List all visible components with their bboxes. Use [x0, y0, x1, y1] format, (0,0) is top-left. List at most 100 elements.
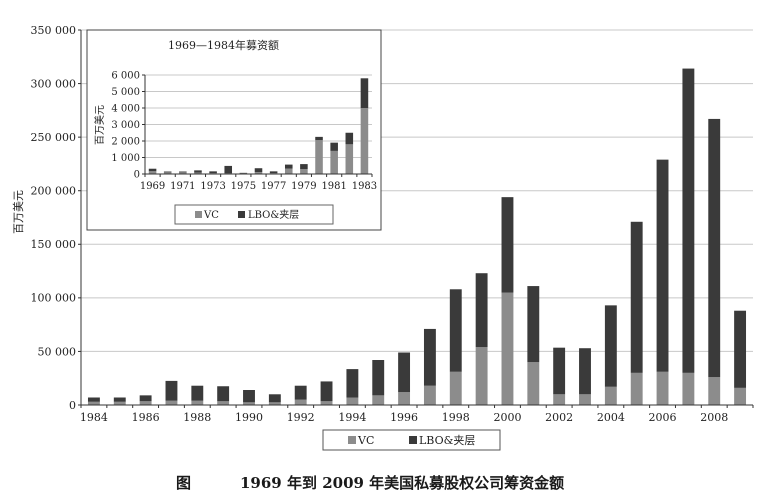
- legend-swatch-vc: [348, 436, 356, 444]
- inset-bar-vc-1969: [148, 171, 157, 174]
- main-bar-lbo-2003: [579, 348, 591, 395]
- inset-x-tick-label: 1981: [321, 181, 346, 192]
- main-bar-lbo-1990: [243, 390, 255, 403]
- main-y-tick-label: 300 000: [31, 77, 77, 90]
- main-x-tick-label: 1988: [183, 411, 211, 424]
- main-bar-lbo-1993: [320, 381, 333, 402]
- main-x-tick-label: 1994: [338, 411, 366, 424]
- main-x-tick-label: 1998: [442, 411, 470, 424]
- inset-x-tick-label: 1977: [261, 181, 286, 192]
- main-bar-lbo-2001: [527, 286, 540, 363]
- inset-bar-lbo-1981: [330, 142, 338, 151]
- main-bar-vc-2008: [708, 377, 721, 405]
- main-x-tick-labels: 1984 1986 1988 1990 1992 1994 1996 1998 2000 2002…: [80, 411, 728, 424]
- main-bar-lbo-1986: [139, 395, 152, 402]
- inset-bar-lbo-1979: [300, 164, 308, 170]
- inset-legend-label-vc: VC: [203, 210, 219, 221]
- main-bar-lbo-1992: [294, 385, 307, 400]
- main-bar-vc-2007: [682, 372, 695, 405]
- inset-y-tick-label: 6 000: [111, 71, 140, 82]
- main-bar-vc-1987: [165, 400, 178, 405]
- main-y-tick-label: 150 000: [31, 238, 77, 251]
- main-bar-vc-1984: [87, 401, 100, 405]
- inset-legend-swatch-lbo: [238, 211, 245, 218]
- main-y-tick-label: 200 000: [31, 185, 77, 198]
- inset-y-tick-label: 0: [134, 170, 140, 181]
- figure-caption-title: 1969 年到 2009 年美国私募股权公司筹资金额: [240, 474, 565, 492]
- main-x-tick-label: 2008: [700, 411, 728, 424]
- inset-frame: [86, 29, 382, 231]
- main-bar-lbo-1997: [423, 328, 436, 386]
- inset-bar-lbo-1983: [360, 78, 369, 108]
- figure-caption-label: 图: [176, 474, 192, 492]
- main-bar-vc-2005: [630, 372, 643, 405]
- main-bar-vc-1985: [113, 401, 126, 405]
- inset-bar-vc-1976: [254, 172, 263, 174]
- main-bar-vc-1992: [294, 399, 307, 405]
- main-legend: VC LBO&夹层: [322, 429, 501, 451]
- main-bar-lbo-2007: [682, 68, 695, 373]
- main-y-tick-label: 50 000: [38, 345, 77, 358]
- legend-label-vc: VC: [357, 434, 374, 447]
- inset-bar-vc-1972: [194, 172, 202, 174]
- main-bar-vc-1993: [320, 401, 333, 405]
- inset-bar-lbo-1972: [194, 170, 202, 173]
- inset-legend-label-lbo: LBO&夹层: [248, 208, 299, 221]
- inset-bar-vc-1981: [330, 150, 338, 174]
- main-bar-lbo-1996: [398, 352, 411, 393]
- inset-x-tick-label: 1971: [170, 181, 195, 192]
- main-y-axis-label: 百万美元: [12, 190, 25, 234]
- inset-x-tick-label: 1973: [200, 181, 225, 192]
- main-y-tick-labels: 0 50 000 100 000 150 000 200 000 250 000 300 0…: [31, 24, 77, 412]
- main-bar-lbo-1987: [165, 380, 178, 401]
- inset-y-axis-label: 百万美元: [93, 105, 106, 145]
- main-bar-vc-1991: [268, 402, 281, 405]
- main-bar-vc-2000: [501, 292, 514, 405]
- main-x-tick-label: 1992: [287, 411, 315, 424]
- main-bar-vc-1995: [372, 395, 385, 405]
- inset-bar-vc-1970: [163, 172, 172, 174]
- inset-bar-lbo-1973: [209, 171, 217, 174]
- main-bar-vc-1994: [346, 397, 359, 405]
- inset-y-tick-label: 2 000: [111, 137, 140, 148]
- main-x-tick-label: 1996: [390, 411, 418, 424]
- main-bar-lbo-2000: [501, 197, 514, 293]
- inset-x-tick-label: 1975: [231, 181, 256, 192]
- main-axes: [78, 29, 754, 408]
- inset-legend: VC LBO&夹层: [174, 204, 334, 225]
- inset-legend-swatch-vc: [195, 211, 202, 218]
- main-bar-vc-2006: [656, 371, 669, 405]
- main-bar-lbo-2004: [604, 305, 617, 387]
- main-bar-lbo-1984: [87, 397, 100, 402]
- inset-title: 1969—1984年募资额: [168, 38, 279, 52]
- main-bar-lbo-1998: [449, 289, 462, 372]
- main-bar-vc-2004: [604, 386, 617, 405]
- inset-x-tick-label: 1979: [291, 181, 316, 192]
- main-bar-lbo-2008: [708, 118, 721, 378]
- main-bar-lbo-2006: [656, 159, 669, 372]
- main-bar-vc-1998: [449, 371, 462, 405]
- main-x-tick-label: 2004: [597, 411, 625, 424]
- inset-y-tick-label: 4 000: [111, 104, 140, 115]
- inset-gridlines: [145, 74, 372, 158]
- main-x-tick-label: 2002: [545, 411, 573, 424]
- inset-bar-lbo-1978: [284, 164, 293, 169]
- inset-bar-lbo-1974: [224, 165, 233, 174]
- main-x-tick-label: 2000: [493, 411, 521, 424]
- main-y-tick-label: 250 000: [31, 131, 77, 144]
- inset-bar-vc-1983: [360, 108, 369, 174]
- main-x-tick-label: 1990: [235, 411, 263, 424]
- main-bar-lbo-2002: [553, 347, 566, 395]
- main-bar-lbo-1991: [268, 394, 281, 403]
- main-bar-lbo-1985: [113, 397, 126, 402]
- inset-bar-vc-1982: [345, 144, 354, 174]
- inset-bar-lbo-1977: [269, 171, 278, 174]
- inset-axes: [142, 74, 373, 177]
- main-y-tick-label: 0: [69, 399, 76, 412]
- main-bars: [87, 68, 747, 405]
- main-bar-vc-2009: [734, 387, 747, 405]
- main-bar-vc-1990: [243, 402, 255, 405]
- inset-bar-vc-1978: [284, 168, 293, 174]
- main-bar-lbo-1989: [217, 386, 230, 402]
